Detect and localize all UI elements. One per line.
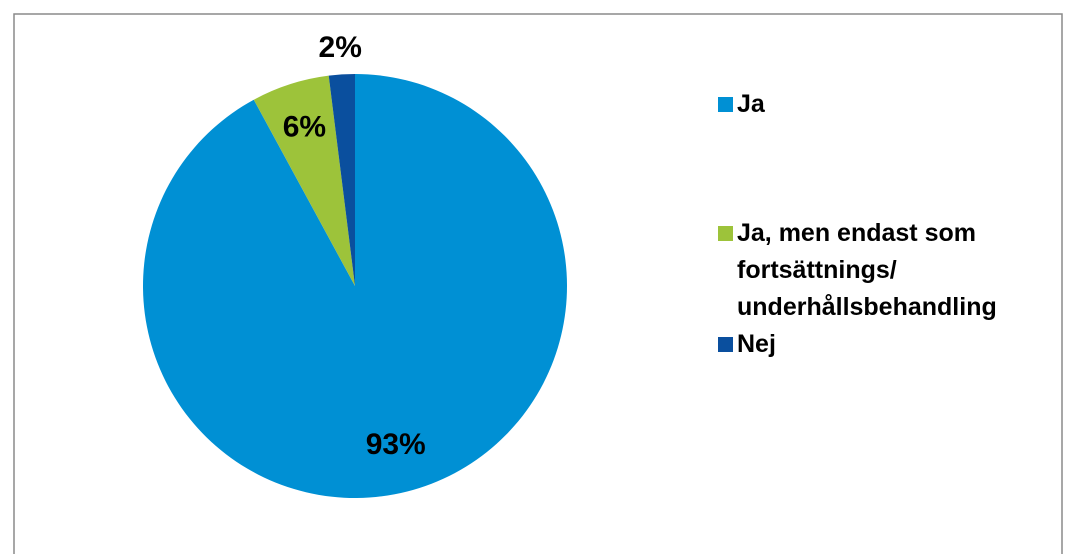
legend-swatch: [718, 97, 733, 112]
legend-swatch: [718, 337, 733, 352]
legend: Ja Ja, men endast som fortsättnings/ unde…: [718, 86, 1048, 363]
legend-label: Ja: [737, 90, 765, 118]
chart-frame: [13, 13, 1063, 554]
data-label: 2%: [319, 31, 362, 64]
legend-item: Nej: [718, 326, 1048, 363]
legend-item: Ja, men endast som fortsättnings/ underh…: [718, 215, 1048, 326]
legend-label: Nej: [737, 330, 776, 358]
pie-slice: [328, 74, 355, 286]
legend-label: Ja, men endast som fortsättnings/ underh…: [737, 219, 997, 321]
legend-item: Ja: [718, 86, 1048, 123]
pie-slice: [253, 75, 355, 286]
data-label: 6%: [283, 110, 326, 143]
legend-swatch: [718, 226, 733, 241]
pie: [142, 74, 567, 498]
data-label: 93%: [366, 428, 426, 461]
